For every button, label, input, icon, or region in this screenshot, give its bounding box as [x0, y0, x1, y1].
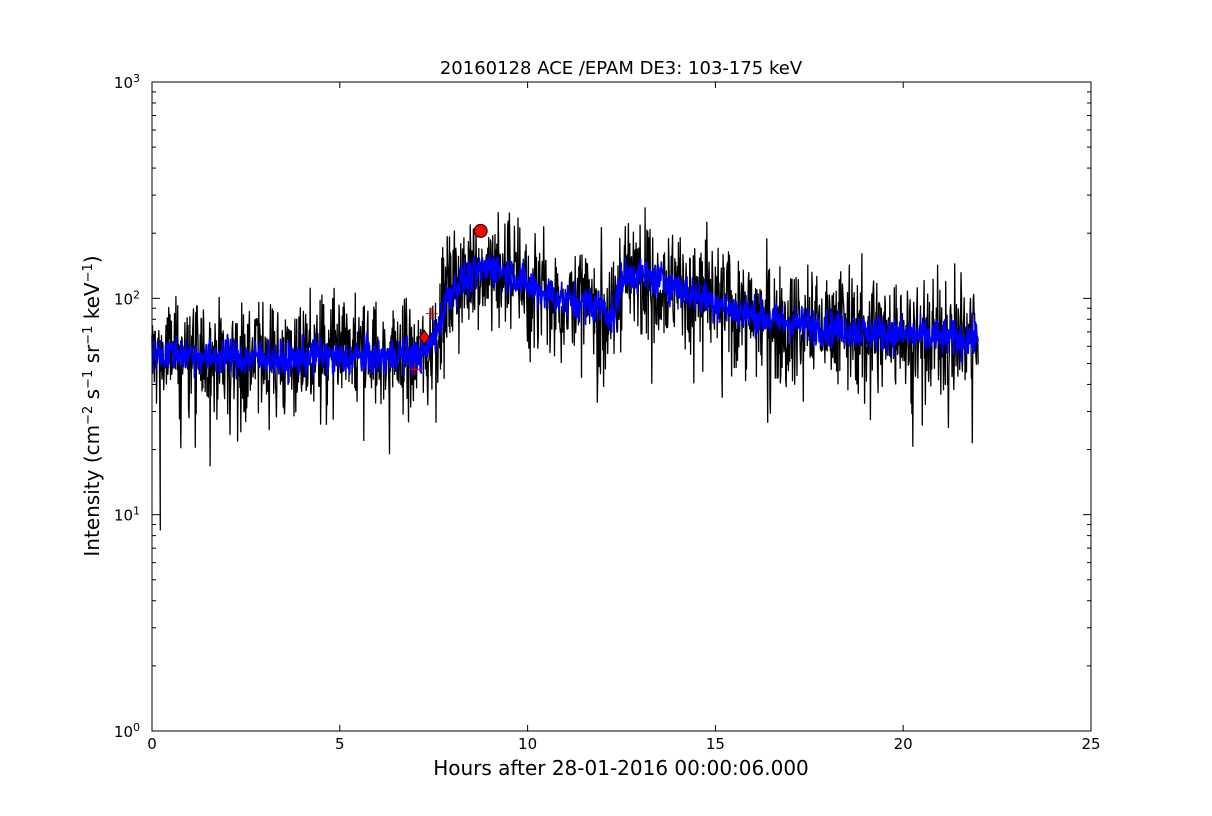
y-axis-label: Intensity (cm−2 s−1 sr−1 keV−1)	[80, 255, 104, 556]
y-tick-label: 103	[114, 72, 140, 93]
event-marker-circle	[473, 223, 488, 238]
y-label-exp-2: −1	[81, 370, 96, 389]
y-label-end: )	[80, 255, 104, 263]
x-tick-label: 0	[147, 735, 157, 753]
series-line-smoothed	[151, 253, 979, 386]
event-marker-plus	[425, 307, 438, 320]
plot-area	[151, 81, 1092, 732]
y-tick-label: 100	[114, 721, 140, 742]
event-marker-plus	[408, 363, 421, 376]
plot-frame	[151, 81, 1092, 732]
x-tick-label: 5	[335, 735, 345, 753]
y-label-exp-3: −1	[81, 326, 96, 345]
x-axis-label: Hours after 28-01-2016 00:00:06.000	[433, 756, 809, 780]
marker-layer	[408, 223, 488, 376]
x-tick-label: 20	[894, 735, 913, 753]
y-label-exp-4: −1	[81, 263, 96, 282]
y-label-base: Intensity (cm	[80, 425, 104, 557]
chart-title: 20160128 ACE /EPAM DE3: 103-175 keV	[440, 58, 803, 79]
x-tick-label: 15	[706, 735, 725, 753]
x-tick-label: 10	[518, 735, 537, 753]
y-label-mid-3: keV	[80, 282, 104, 326]
y-label-exp-1: −2	[81, 406, 96, 425]
y-tick-label: 101	[114, 504, 140, 525]
event-marker-diamond	[418, 329, 430, 346]
x-axis: 0 5 10 15 20 25	[147, 82, 1101, 753]
y-label-mid-2: sr	[80, 344, 104, 370]
series-layer	[151, 207, 979, 531]
y-axis: 100 101 102 103	[114, 72, 1091, 742]
y-tick-label: 102	[114, 288, 140, 309]
y-label-mid-1: s	[80, 389, 104, 406]
x-tick-label: 25	[1081, 735, 1100, 753]
